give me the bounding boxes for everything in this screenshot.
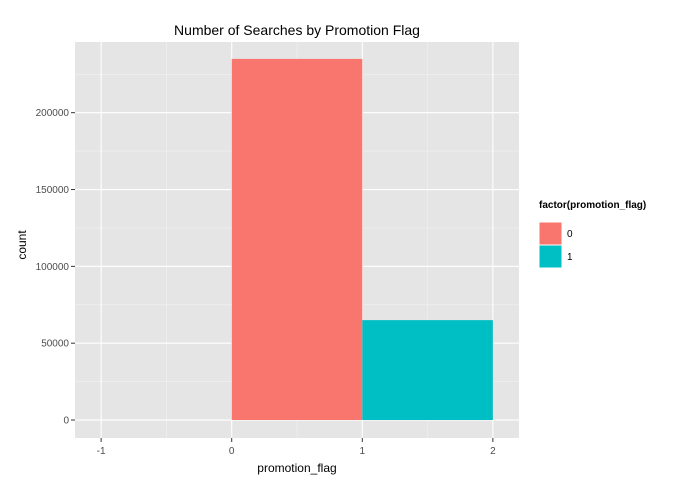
y-axis-title: count [15,230,29,260]
y-tick-label: 100000 [36,262,70,273]
bars [231,58,493,421]
x-tick-label: 1 [360,446,366,457]
bar-promotion-flag-0 [231,58,363,421]
legend-title: factor(promotion_flag) [539,200,646,211]
legend-label-1: 1 [567,252,573,263]
y-tick-label: 150000 [36,185,70,196]
x-axis-ticks: -1 0 1 2 [97,438,496,457]
y-tick-label: 0 [63,416,69,427]
legend: factor(promotion_flag) 0 1 [538,200,646,269]
legend-key-0 [539,222,562,245]
legend-label-0: 0 [567,229,573,240]
x-tick-label: 2 [490,446,496,457]
x-tick-label: -1 [97,446,106,457]
y-tick-label: 200000 [36,108,70,119]
y-tick-label: 50000 [41,339,69,350]
legend-key-1 [539,245,562,268]
x-tick-label: 0 [229,446,235,457]
bar-promotion-flag-1 [362,320,493,421]
x-axis-title: promotion_flag [257,461,336,475]
chart-title: Number of Searches by Promotion Flag [174,22,420,38]
y-axis-ticks: 0 50000 100000 150000 200000 [36,108,75,427]
